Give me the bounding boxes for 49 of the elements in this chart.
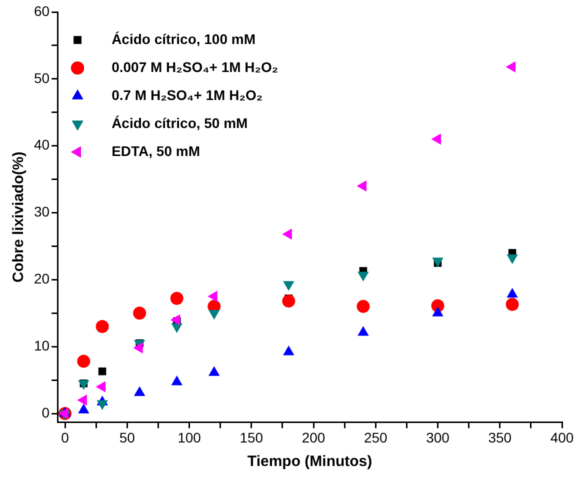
x-tick-label: 200 — [302, 429, 326, 446]
point — [506, 288, 518, 298]
x-tick-label: 350 — [488, 429, 512, 446]
point — [171, 376, 182, 386]
legend-label: 0.007 M H₂SO₄+ 1M H₂O₂ — [112, 58, 278, 75]
y-tick-label: 30 — [34, 204, 50, 220]
point — [282, 294, 296, 308]
y-tick-label: 20 — [34, 270, 50, 287]
legend-label: EDTA, 50 mM — [112, 142, 200, 159]
point — [96, 381, 106, 392]
point — [98, 367, 106, 376]
point — [356, 300, 370, 313]
x-tick-label: 150 — [240, 429, 264, 446]
legend-label: 0.7 M H₂SO₄+ 1M H₂O₂ — [112, 86, 263, 103]
point — [96, 320, 109, 334]
x-tick-label: 250 — [364, 429, 388, 446]
point — [134, 386, 146, 396]
x-tick-label: 0 — [61, 429, 70, 446]
point — [506, 61, 516, 72]
point — [58, 408, 68, 420]
y-tick-label: 60 — [34, 2, 50, 19]
point — [506, 298, 519, 311]
y-axis-title: Cobre lixiviado(%) — [10, 152, 28, 283]
point — [356, 180, 366, 192]
x-tick-label: 50 — [119, 429, 136, 446]
point — [208, 290, 218, 302]
point — [358, 326, 369, 336]
x-tick-label: 300 — [426, 429, 450, 446]
point — [282, 228, 292, 240]
x-tick-label: 100 — [178, 429, 202, 446]
x-axis-title: Tiempo (Minutos) — [247, 453, 372, 470]
point — [77, 354, 90, 368]
point — [432, 306, 444, 316]
x-tick-label: 400 — [550, 429, 574, 446]
legend-label: Ácido cítrico, 100 mM — [112, 30, 256, 47]
y-tick-label: 0 — [42, 404, 50, 420]
point — [133, 342, 143, 354]
y-tick-label: 40 — [34, 136, 50, 153]
y-tick-label: 10 — [34, 337, 50, 354]
point — [133, 306, 146, 320]
point — [77, 394, 87, 406]
point — [170, 314, 180, 326]
point — [208, 366, 220, 376]
legend-label: Ácido cítrico, 50 mM — [112, 114, 248, 131]
point — [78, 404, 90, 414]
y-tick-label: 50 — [34, 70, 50, 86]
point — [431, 134, 442, 145]
point — [283, 345, 294, 356]
point — [170, 292, 184, 305]
